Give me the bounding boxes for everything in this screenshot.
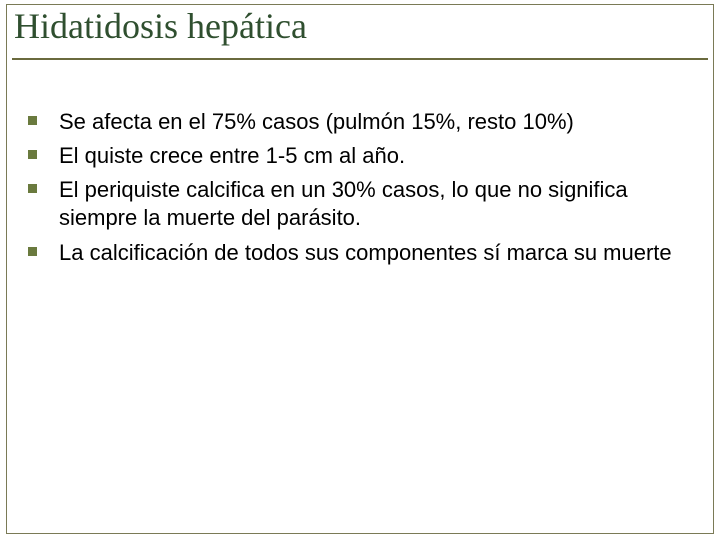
list-item: El periquiste calcifica en un 30% casos,… [28,176,700,232]
bullet-list: Se afecta en el 75% casos (pulmón 15%, r… [28,108,700,273]
list-item-text: El quiste crece entre 1-5 cm al año. [59,142,700,170]
slide-title: Hidatidosis hepática [14,8,307,46]
square-bullet-icon [28,150,37,159]
list-item: La calcificación de todos sus componente… [28,239,700,267]
square-bullet-icon [28,247,37,256]
title-container: Hidatidosis hepática [12,8,313,52]
square-bullet-icon [28,116,37,125]
list-item-text: La calcificación de todos sus componente… [59,239,700,267]
list-item: Se afecta en el 75% casos (pulmón 15%, r… [28,108,700,136]
list-item-text: El periquiste calcifica en un 30% casos,… [59,176,700,232]
list-item-text: Se afecta en el 75% casos (pulmón 15%, r… [59,108,700,136]
list-item: El quiste crece entre 1-5 cm al año. [28,142,700,170]
slide: Hidatidosis hepática Se afecta en el 75%… [0,0,720,540]
square-bullet-icon [28,184,37,193]
title-underline [12,58,708,60]
